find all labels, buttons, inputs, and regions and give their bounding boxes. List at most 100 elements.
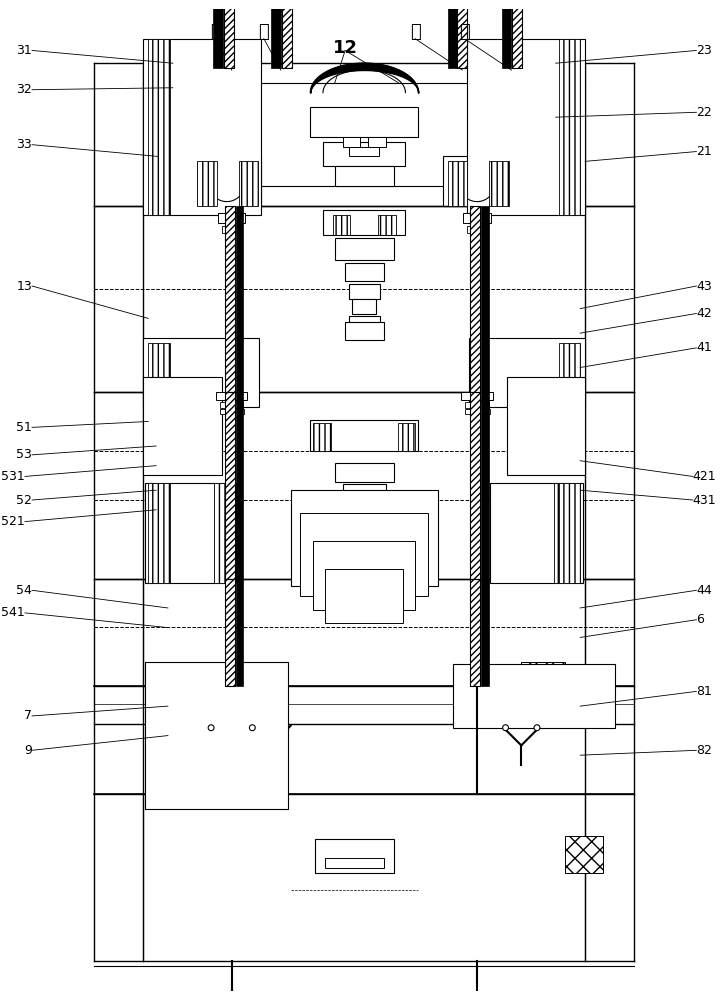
Bar — [470, 206, 480, 392]
Text: 32: 32 — [17, 83, 32, 96]
Bar — [323, 210, 405, 235]
Text: 81: 81 — [696, 685, 712, 698]
Bar — [225, 579, 235, 686]
Text: 53: 53 — [16, 448, 32, 461]
Bar — [345, 263, 384, 281]
Text: 31: 31 — [17, 44, 32, 57]
Bar — [315, 839, 394, 873]
Text: 421: 421 — [693, 470, 716, 483]
Text: 6: 6 — [696, 613, 704, 626]
Text: 52: 52 — [16, 493, 32, 506]
Bar — [448, 161, 467, 206]
Bar — [225, 392, 235, 579]
Bar — [323, 142, 405, 166]
Circle shape — [503, 725, 508, 731]
Bar — [224, 0, 234, 68]
Text: 42: 42 — [696, 307, 712, 320]
Bar — [345, 322, 384, 340]
Bar — [489, 161, 508, 206]
Bar — [470, 206, 480, 392]
Bar — [213, 0, 223, 68]
Bar — [335, 463, 394, 482]
Circle shape — [534, 725, 540, 731]
Text: 51: 51 — [16, 421, 32, 434]
Bar — [235, 206, 243, 392]
Bar — [470, 579, 480, 686]
Bar — [148, 483, 170, 583]
Bar — [565, 836, 603, 873]
Text: 乙: 乙 — [410, 23, 420, 41]
Bar — [521, 662, 565, 691]
Bar — [465, 409, 473, 414]
Text: 13: 13 — [17, 280, 32, 293]
Bar — [356, 551, 364, 559]
Bar — [481, 579, 489, 686]
Bar — [464, 213, 491, 223]
Bar — [235, 579, 243, 686]
Text: 21: 21 — [696, 145, 712, 158]
Bar — [353, 299, 376, 314]
Bar — [467, 39, 585, 215]
Text: 43: 43 — [696, 280, 712, 293]
Bar — [325, 858, 384, 868]
Bar — [349, 147, 379, 156]
Text: 乙: 乙 — [258, 23, 269, 41]
Bar — [300, 513, 428, 596]
Text: 33: 33 — [17, 138, 32, 151]
Bar — [145, 483, 238, 583]
Bar — [271, 0, 281, 68]
Bar — [348, 284, 380, 299]
Bar — [470, 392, 480, 579]
Text: 甲: 甲 — [210, 23, 221, 41]
Bar — [148, 39, 170, 215]
Bar — [214, 670, 249, 682]
Bar — [214, 483, 235, 583]
Bar — [481, 206, 489, 392]
Text: 甲: 甲 — [459, 23, 470, 41]
Bar — [237, 409, 245, 414]
Text: 431: 431 — [693, 493, 716, 506]
Bar — [554, 483, 575, 583]
Bar — [364, 551, 372, 559]
Bar — [378, 215, 395, 235]
Bar — [459, 670, 495, 682]
Bar — [467, 226, 487, 233]
Bar — [453, 664, 614, 728]
Bar — [218, 213, 246, 223]
Bar — [333, 215, 351, 235]
Bar — [397, 423, 415, 451]
Bar — [470, 392, 480, 579]
Text: 23: 23 — [696, 44, 712, 57]
Bar — [325, 569, 403, 623]
Bar — [143, 39, 261, 215]
Bar — [235, 392, 243, 579]
Bar — [457, 0, 467, 68]
Text: 22: 22 — [696, 106, 712, 119]
Bar — [220, 402, 243, 408]
Circle shape — [208, 725, 214, 731]
Text: 44: 44 — [696, 584, 712, 597]
Text: 82: 82 — [696, 744, 712, 757]
Bar — [348, 316, 380, 328]
Bar — [282, 0, 292, 68]
Bar — [335, 166, 394, 186]
Bar — [291, 490, 438, 586]
Bar — [502, 0, 511, 68]
Bar — [310, 420, 418, 451]
Bar — [310, 107, 418, 137]
Bar — [482, 409, 490, 414]
Bar — [343, 137, 360, 147]
Bar — [225, 206, 235, 392]
Bar — [313, 423, 331, 451]
Bar — [163, 662, 207, 691]
Bar — [368, 137, 386, 147]
Bar — [313, 541, 415, 610]
Text: 9: 9 — [24, 744, 32, 757]
Bar — [513, 0, 522, 68]
Bar — [163, 664, 276, 728]
Bar — [282, 0, 292, 68]
Circle shape — [249, 725, 256, 731]
Bar — [224, 0, 234, 68]
Bar — [507, 377, 585, 475]
Bar — [145, 662, 288, 809]
